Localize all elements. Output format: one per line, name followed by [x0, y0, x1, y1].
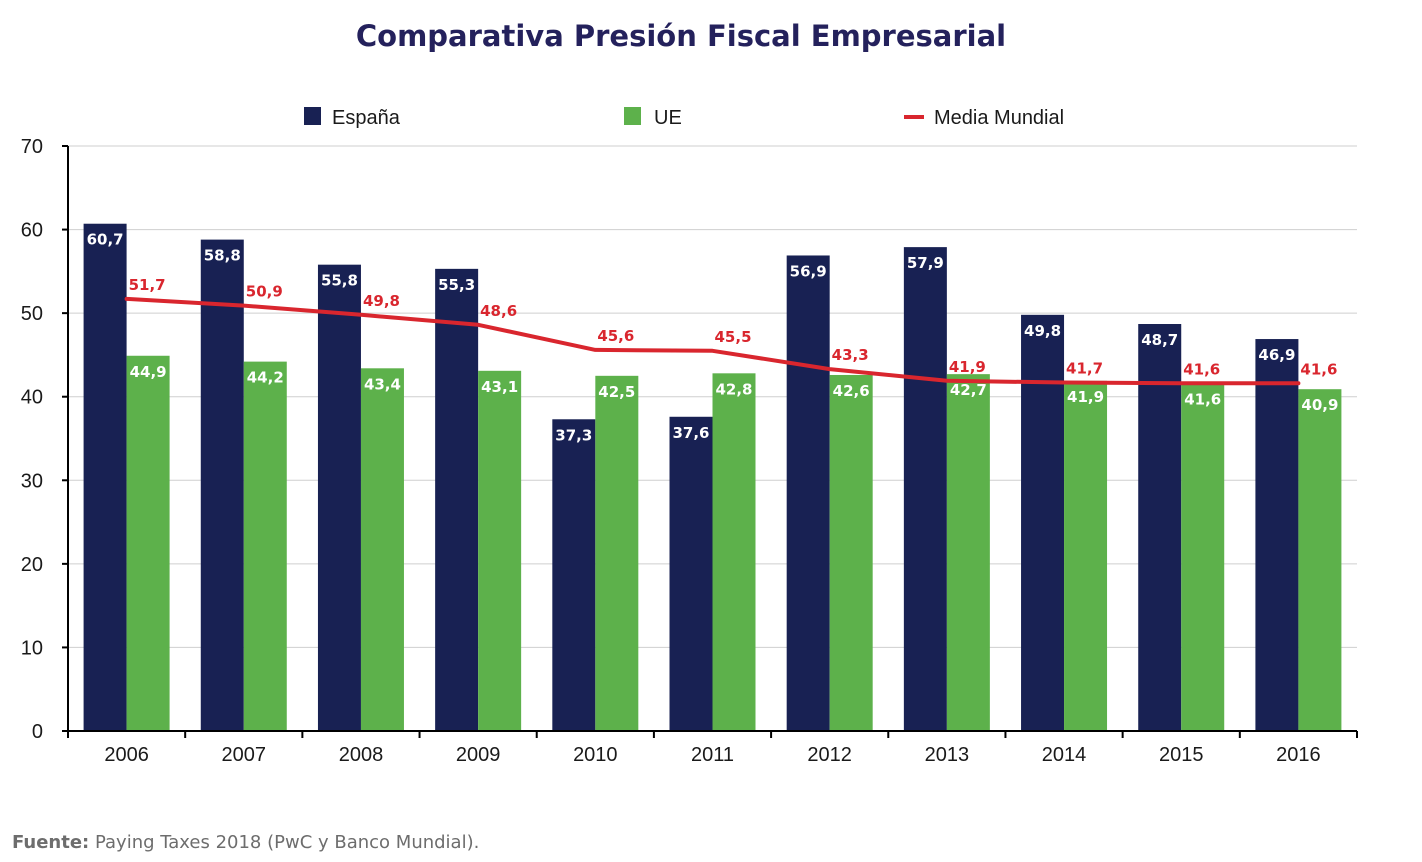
bar-label-ue: 41,9	[1067, 388, 1104, 406]
line-label-media-mundial: 41,6	[1300, 360, 1337, 378]
line-label-media-mundial: 48,6	[480, 302, 517, 320]
legend-item-ue: UE	[624, 107, 682, 129]
line-label-media-mundial: 50,9	[246, 283, 283, 301]
bar-espana-2012	[786, 255, 830, 731]
x-tick-label: 2012	[807, 744, 852, 766]
bar-label-espana: 60,7	[87, 231, 124, 249]
bar-label-ue: 44,9	[130, 363, 167, 381]
bar-label-espana: 55,8	[321, 272, 358, 290]
bar-label-ue: 43,4	[364, 375, 401, 393]
bar-espana-2014	[1021, 314, 1065, 731]
line-label-media-mundial: 43,3	[832, 346, 869, 364]
bar-ue-2007	[243, 361, 287, 731]
x-axis-ticks: 2006 2007 2008 2009 2010 2011 2012 2013 2014 2015…	[67, 731, 1358, 766]
y-tick-label: 40	[21, 387, 43, 409]
bar-espana-2006	[83, 223, 127, 731]
bar-ue-2015	[1181, 383, 1225, 731]
legend-label-espana: España	[332, 107, 401, 129]
chart-title: Comparativa Presión Fiscal Empresarial	[356, 19, 1006, 53]
bar-espana-2010	[552, 419, 596, 731]
bar-label-espana: 57,9	[907, 254, 944, 272]
line-label-media-mundial: 41,7	[1066, 360, 1103, 378]
bar-ue-2016	[1298, 389, 1342, 731]
line-label-media-mundial: 41,6	[1183, 360, 1220, 378]
line-media-mundial	[124, 296, 1301, 386]
bar-label-espana: 56,9	[790, 262, 827, 280]
source-text: Paying Taxes 2018 (PwC y Banco Mundial).	[89, 832, 480, 853]
bar-ue-2010	[595, 375, 639, 731]
bar-label-espana: 37,3	[555, 426, 592, 444]
legend-item-espana: España	[304, 107, 401, 129]
x-tick-label: 2006	[104, 744, 149, 766]
bar-espana-2011	[669, 416, 713, 731]
x-tick-label: 2007	[222, 744, 267, 766]
bar-label-ue: 42,7	[950, 381, 987, 399]
bar-label-ue: 41,6	[1184, 390, 1221, 408]
y-tick-label: 0	[32, 721, 43, 743]
bar-label-espana: 46,9	[1258, 346, 1295, 364]
y-tick-label: 20	[21, 554, 43, 576]
line-label-media-mundial: 45,6	[597, 327, 634, 345]
x-tick-label: 2008	[339, 744, 384, 766]
legend-item-media-mundial: Media Mundial	[904, 107, 1064, 129]
x-tick-label: 2014	[1042, 744, 1087, 766]
x-tick-label: 2011	[691, 744, 734, 766]
bar-label-espana: 49,8	[1024, 322, 1061, 340]
bar-label-ue: 42,8	[715, 380, 752, 398]
bar-label-espana: 58,8	[204, 247, 241, 265]
axes	[67, 146, 1357, 732]
y-axis-ticks: 0 10 20 30 40 50 60 70	[21, 136, 68, 743]
bar-ue-2008	[360, 368, 404, 731]
bar-label-espana: 55,3	[438, 276, 475, 294]
x-tick-label: 2016	[1276, 744, 1321, 766]
bar-espana-2008	[317, 264, 361, 731]
bar-ue-2006	[126, 355, 170, 731]
bar-label-ue: 44,2	[247, 369, 284, 387]
bar-espana-2016	[1255, 339, 1299, 731]
bar-label-ue: 40,9	[1301, 396, 1338, 414]
y-tick-label: 70	[21, 136, 43, 158]
y-tick-label: 60	[21, 220, 43, 242]
source-note: Fuente: Paying Taxes 2018 (PwC y Banco M…	[12, 832, 479, 853]
x-tick-label: 2015	[1159, 744, 1204, 766]
legend-label-media-mundial: Media Mundial	[934, 107, 1064, 129]
bar-label-ue: 43,1	[481, 378, 518, 396]
y-tick-label: 30	[21, 470, 43, 492]
legend-label-ue: UE	[654, 107, 682, 129]
legend: España UE Media Mundial	[304, 107, 1064, 129]
bar-label-ue: 42,6	[833, 382, 870, 400]
bar-label-espana: 48,7	[1141, 331, 1178, 349]
line-label-media-mundial: 49,8	[363, 292, 400, 310]
source-label: Fuente:	[12, 832, 90, 853]
bar-ue-2014	[1064, 380, 1108, 731]
bar-ue-2011	[712, 373, 756, 731]
bar-espana-2007	[200, 239, 244, 731]
legend-swatch-espana	[304, 107, 321, 125]
bar-espana-2009	[435, 268, 479, 731]
bar-label-espana: 37,6	[672, 424, 709, 442]
line-label-media-mundial: 41,9	[949, 358, 986, 376]
bar-ue-2012	[829, 374, 873, 731]
y-tick-label: 10	[21, 637, 43, 659]
bar-label-ue: 42,5	[598, 383, 635, 401]
bar-ue-2009	[478, 370, 522, 731]
media-mundial-line-layer	[124, 296, 1301, 386]
x-tick-label: 2009	[456, 744, 501, 766]
data-labels: 60,7 44,9 58,8 44,2 55,8 43,4 55,3 43,1 37,3 42,5…	[87, 231, 1339, 445]
line-label-media-mundial: 51,7	[129, 276, 166, 294]
bar-ue-2013	[946, 374, 990, 731]
bar-espana-2013	[903, 247, 947, 731]
y-tick-label: 50	[21, 303, 43, 325]
bar-espana-2015	[1138, 324, 1182, 731]
x-tick-label: 2010	[573, 744, 618, 766]
bars	[83, 223, 1342, 731]
legend-swatch-ue	[624, 107, 641, 125]
x-tick-label: 2013	[925, 744, 970, 766]
line-label-media-mundial: 45,5	[715, 328, 752, 346]
